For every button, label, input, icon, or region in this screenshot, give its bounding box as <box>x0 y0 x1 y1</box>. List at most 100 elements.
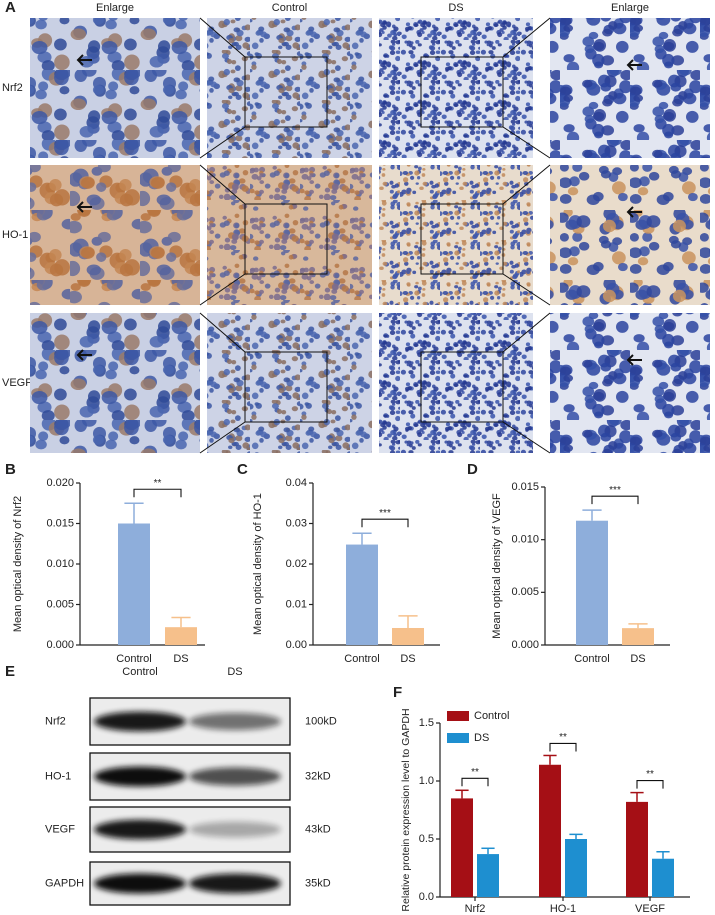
panel-letter: E <box>5 663 15 680</box>
x-tick-label: Nrf2 <box>465 903 486 915</box>
zoom-line <box>502 17 551 58</box>
zoom-line <box>199 273 246 306</box>
significance-bracket <box>133 488 182 498</box>
bar <box>451 798 473 897</box>
micrograph <box>30 165 200 305</box>
blot-band <box>189 767 281 786</box>
arrow <box>76 54 92 66</box>
y-tick-label: 0.010 <box>46 558 74 570</box>
blot-size: 35kD <box>305 877 331 889</box>
y-tick-label: 0.015 <box>511 481 539 493</box>
micrograph <box>207 313 372 453</box>
zoom-box <box>244 56 328 128</box>
significance-bracket <box>591 495 639 505</box>
bar <box>626 801 648 897</box>
zoom-line <box>502 312 551 353</box>
micrograph <box>550 165 710 305</box>
y-axis-label: Mean optical density of VEGF <box>491 493 503 639</box>
significance: *** <box>609 485 621 496</box>
micrograph <box>30 18 200 158</box>
y-tick-label: 0.000 <box>46 639 74 651</box>
y-tick-label: 0.020 <box>46 477 74 489</box>
blot-band <box>94 819 186 840</box>
zoom-line <box>502 126 551 159</box>
column-header: Enlarge <box>96 2 134 14</box>
y-tick-label: 0.015 <box>46 517 74 529</box>
blot-column: DS <box>227 666 242 678</box>
panel-letter: A <box>5 0 16 16</box>
significance: *** <box>379 508 391 519</box>
y-tick-label: 0.005 <box>511 586 539 598</box>
y-axis-label: Mean optical density of Nrf2 <box>12 496 24 632</box>
micrograph <box>207 165 372 305</box>
y-tick-label: 0.04 <box>286 477 307 489</box>
x-tick-label: VEGF <box>635 903 665 915</box>
blot-band <box>189 821 281 838</box>
significance: ** <box>154 478 162 489</box>
blot-row-label: Nrf2 <box>45 715 66 727</box>
bar <box>652 858 674 897</box>
row-label: VEGF <box>2 377 32 389</box>
zoom-line <box>199 164 246 205</box>
blot-size: 100kD <box>305 715 337 727</box>
legend-label: DS <box>474 732 489 744</box>
significance-bracket <box>361 518 409 528</box>
bar <box>118 523 150 645</box>
arrow <box>76 349 92 361</box>
x-tick-label: Control <box>344 653 379 665</box>
y-tick-label: 1.5 <box>419 717 434 729</box>
blot-column: Control <box>122 666 157 678</box>
micrograph <box>550 18 710 158</box>
zoom-box <box>420 351 504 423</box>
micrograph <box>30 313 200 453</box>
y-tick-label: 0.5 <box>419 833 434 845</box>
y-tick-label: 0.00 <box>286 639 307 651</box>
y-tick-label: 0.01 <box>286 598 307 610</box>
arrow <box>626 206 642 218</box>
y-tick-label: 0.005 <box>46 598 74 610</box>
zoom-line <box>199 421 246 454</box>
zoom-line <box>199 312 246 353</box>
bar <box>539 764 561 897</box>
arrow <box>76 201 92 213</box>
zoom-box <box>244 203 328 275</box>
column-header: Control <box>272 2 307 14</box>
significance: ** <box>646 769 654 780</box>
column-header: DS <box>448 2 463 14</box>
significance-bracket <box>549 742 577 752</box>
bar <box>565 839 587 897</box>
micrograph <box>550 313 710 453</box>
blot-size: 32kD <box>305 770 331 782</box>
y-tick-label: 1.0 <box>419 775 434 787</box>
x-tick-label: DS <box>400 653 415 665</box>
legend-swatch <box>447 711 469 721</box>
panel-letter: B <box>5 461 16 478</box>
blot-row-label: VEGF <box>45 823 75 835</box>
y-tick-label: 0.03 <box>286 517 307 529</box>
blot-row-label: GAPDH <box>45 877 84 889</box>
legend-swatch <box>447 733 469 743</box>
bar <box>477 854 499 897</box>
zoom-box <box>420 203 504 275</box>
blot-size: 43kD <box>305 823 331 835</box>
blot-band <box>189 873 281 894</box>
y-tick-label: 0.02 <box>286 558 307 570</box>
y-tick-label: 0.010 <box>511 534 539 546</box>
legend-label: Control <box>474 710 509 722</box>
zoom-box <box>244 351 328 423</box>
bar <box>576 520 608 645</box>
blot-band <box>189 712 281 731</box>
zoom-line <box>502 273 551 306</box>
y-axis-label: Relative protein expression level to GAP… <box>400 708 412 911</box>
y-axis-label: Mean optical density of HO-1 <box>252 493 264 635</box>
significance-bracket <box>461 777 489 787</box>
significance: ** <box>471 767 479 778</box>
y-tick-label: 0.000 <box>511 639 539 651</box>
x-tick-label: DS <box>173 653 188 665</box>
x-tick-label: DS <box>630 653 645 665</box>
bar <box>165 627 197 645</box>
bar <box>392 627 424 645</box>
panel-letter: F <box>393 684 402 701</box>
x-tick-label: HO-1 <box>550 903 576 915</box>
